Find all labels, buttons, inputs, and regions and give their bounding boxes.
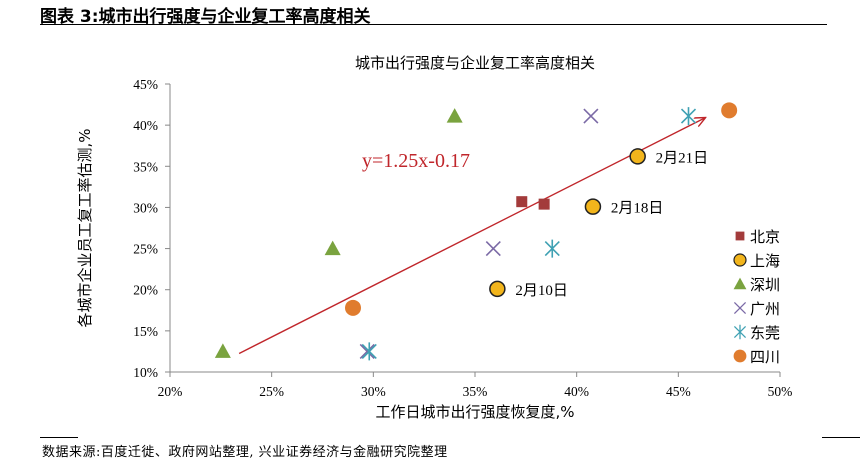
square-marker [538,198,550,210]
data-point [629,148,646,165]
legend-item: 广州 [733,300,780,318]
x-tick-label: 40% [564,384,589,399]
y-tick-label: 20% [133,283,158,298]
x-tick-label: 25% [259,384,284,399]
scatter-chart: 城市出行强度与企业复工率高度相关 10% 15% 20% 25% 30% 35% 40% 45… [76,54,792,421]
data-point [324,240,341,256]
legend-marker [733,349,747,363]
data-point [583,108,599,124]
annotations: 2月10日 2月18日 2月21日 [515,150,708,298]
data-point [584,198,602,215]
legend-item: 上海 [733,252,780,270]
data-point [489,280,506,298]
y-tick-label: 35% [133,159,158,174]
x-marker [733,301,747,315]
asterisk-marker [544,239,560,258]
data-point [345,299,361,316]
tick-labels: 10% 15% 20% 25% 30% 35% 40% 45% 20% 25% 30% 35% 40% 4… [133,77,792,399]
legend-item: 深圳 [733,276,780,294]
source-note: 数据来源:百度迁徙、政府网站整理, 兴业证券经济与金融研究院整理 [42,445,448,460]
top-rule [40,24,827,25]
chart-title: 城市出行强度与企业复工率高度相关 [355,54,595,72]
legend-item: 东莞 [733,324,780,342]
legend-label: 广州 [750,300,780,318]
y-axis-label: 各城市企业员工复工率估测,% [76,128,94,327]
data-point [446,108,463,123]
legend-marker [733,324,747,340]
x-tick-label: 35% [463,384,488,399]
asterisk-marker [361,342,377,361]
data-points [214,102,738,361]
ring-marker [733,253,747,267]
data-point [361,342,377,361]
ring-marker [584,198,602,215]
triangle-marker [446,108,463,123]
legend-label: 四川 [750,348,780,366]
y-tick-label: 45% [133,77,158,92]
data-point [538,198,550,210]
data-point [721,102,738,119]
legend-marker [733,277,747,290]
legend-label: 北京 [750,228,780,246]
triangle-marker [733,277,747,290]
y-tick-label: 15% [133,324,158,339]
date-annotation: 2月18日 [611,201,664,217]
x-marker [485,241,501,257]
data-point [516,196,528,208]
data-point [359,343,375,359]
legend-label: 深圳 [750,276,780,294]
date-annotation: 2月10日 [515,283,568,299]
legend-item: 四川 [733,348,780,366]
ring-marker [489,280,506,298]
square-marker [735,231,745,241]
figure-title: 图表 3:城市出行强度与企业复工率高度相关 [40,7,371,27]
legend-marker [733,253,747,267]
x-marker [359,343,375,359]
data-point [544,239,560,258]
trend-line [238,118,705,355]
circle-marker [345,299,361,316]
legend-label: 上海 [750,252,780,270]
legend-marker [735,231,745,241]
x-tick-label: 45% [666,384,691,399]
data-point [485,241,501,257]
legend-item: 北京 [735,228,780,246]
y-tick-label: 25% [133,242,158,257]
x-tick-label: 30% [361,384,386,399]
bottom-rule-right [822,437,860,438]
x-axis-label: 工作日城市出行强度恢复度,% [375,403,574,421]
triangle-marker [214,343,231,358]
triangle-marker [324,240,341,256]
y-tick-label: 40% [133,118,158,133]
y-tick-label: 10% [133,365,158,380]
data-point [214,343,231,358]
axes [165,83,781,377]
legend-marker [733,301,747,315]
legend-label: 东莞 [750,324,780,342]
asterisk-marker [733,324,747,340]
square-marker [516,196,528,208]
date-annotation: 2月21日 [656,150,709,166]
trend-equation: y=1.25x-0.17 [362,150,470,172]
x-tick-label: 20% [158,384,183,399]
asterisk-marker [680,107,697,126]
x-tick-label: 50% [768,384,793,399]
ring-marker [629,148,646,165]
circle-marker [721,102,738,119]
bottom-rule-left [40,437,78,438]
y-tick-label: 30% [133,200,158,215]
x-marker [583,108,599,124]
data-point [680,107,697,126]
circle-marker [733,349,747,363]
